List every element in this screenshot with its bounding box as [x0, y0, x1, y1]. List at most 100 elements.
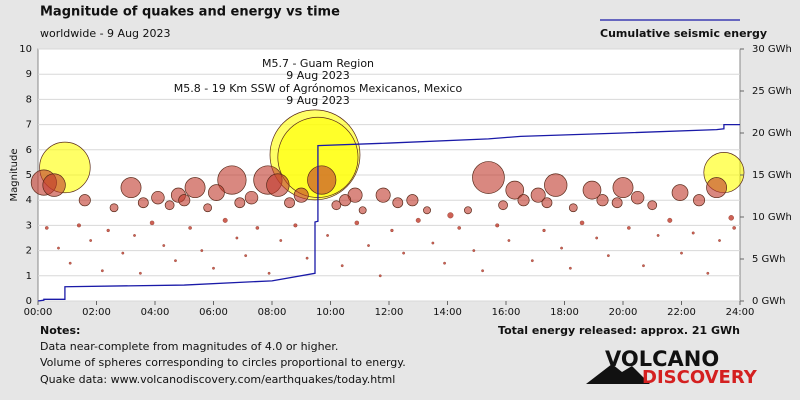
quake [541, 197, 553, 209]
quake [44, 226, 49, 230]
quake [378, 274, 382, 278]
x-tick-label: 00:00 [24, 307, 53, 318]
chart-subtitle: worldwide - 9 Aug 2023 [40, 27, 171, 40]
x-tick-label: 18:00 [550, 307, 579, 318]
x-tick-label: 14:00 [433, 307, 462, 318]
quake [728, 215, 734, 221]
annotation: 9 Aug 2023 [286, 94, 349, 107]
logo-text: DISCOVERY [642, 367, 758, 388]
x-tick-label: 04:00 [141, 307, 170, 318]
quake [358, 206, 367, 215]
quake [109, 203, 119, 213]
quake [184, 177, 206, 199]
quake [612, 177, 634, 199]
quake [443, 261, 446, 265]
quake [530, 187, 546, 203]
quake [390, 228, 394, 233]
quake [472, 249, 476, 253]
quake [76, 223, 81, 228]
y-tick-label: 5 [26, 170, 32, 181]
energy-line [37, 123, 740, 302]
quake [642, 264, 645, 268]
quake [596, 194, 609, 207]
quake [279, 239, 283, 242]
quake [354, 220, 360, 226]
quake [447, 212, 454, 219]
quake [100, 269, 104, 273]
quake [495, 223, 500, 228]
y2-tick-label: 10 GWh [752, 212, 792, 223]
quake [630, 190, 645, 205]
logo-text: VOLCANO [605, 347, 719, 371]
y-tick-label: 8 [26, 94, 32, 105]
x-tick-label: 02:00 [82, 307, 111, 318]
annotations: M5.7 - Guam Region 9 Aug 2023 M5.8 - 19 … [174, 57, 463, 107]
quake [212, 266, 215, 270]
quake [568, 266, 572, 270]
quake [121, 251, 125, 255]
quake [106, 228, 110, 233]
quake [595, 236, 599, 240]
quake [472, 161, 505, 194]
y2-tick-label: 15 GWh [752, 170, 792, 181]
quake [680, 251, 683, 255]
quake [706, 177, 728, 199]
quake [293, 223, 298, 228]
quake [120, 177, 142, 199]
quake [402, 251, 406, 255]
quake [89, 239, 93, 242]
x-tick-label: 06:00 [199, 307, 228, 318]
x-tick-label: 22:00 [667, 307, 696, 318]
quake [326, 234, 329, 237]
quake [244, 190, 259, 205]
quake [203, 203, 213, 213]
x-tick-label: 16:00 [492, 307, 521, 318]
quake [367, 244, 370, 247]
quake [133, 234, 136, 237]
quake [307, 165, 337, 195]
y2-tick-label: 5 GWh [752, 254, 786, 265]
quake [188, 226, 192, 230]
y-tick-label: 7 [26, 120, 32, 131]
quake [647, 200, 658, 211]
quake [693, 194, 706, 207]
quake [627, 226, 631, 230]
plot [30, 48, 745, 302]
y-tick-label: 0 [26, 296, 32, 307]
quake [706, 271, 710, 275]
quake [138, 271, 142, 275]
quake [560, 246, 563, 250]
quake [671, 184, 689, 201]
quake [498, 200, 508, 211]
quake [68, 261, 72, 265]
quake [423, 206, 431, 215]
y2-tick-label: 25 GWh [752, 86, 792, 97]
y-tick-label: 9 [26, 69, 32, 80]
quake [266, 173, 290, 197]
total-energy: Total energy released: approx. 21 GWh [498, 324, 740, 337]
quake [517, 194, 530, 207]
quake [507, 239, 511, 242]
x-tick-label: 20:00 [609, 307, 638, 318]
y-tick-label: 6 [26, 145, 32, 156]
quake [392, 197, 404, 209]
quake [255, 226, 260, 230]
note: Volume of spheres corresponding to circl… [40, 356, 406, 369]
notes-title: Notes: [40, 324, 80, 337]
quake [164, 200, 175, 211]
quake [78, 194, 91, 207]
quake [235, 236, 239, 240]
quake [178, 194, 191, 207]
y2-tick-label: 20 GWh [752, 128, 792, 139]
quake [293, 187, 309, 203]
quake [217, 165, 247, 195]
quake [530, 259, 534, 263]
quake [284, 197, 295, 209]
quake [579, 220, 585, 226]
quake [718, 239, 721, 242]
y-tick-label: 2 [26, 246, 32, 257]
quake [42, 173, 66, 197]
quake [568, 203, 578, 213]
quake [431, 241, 435, 245]
